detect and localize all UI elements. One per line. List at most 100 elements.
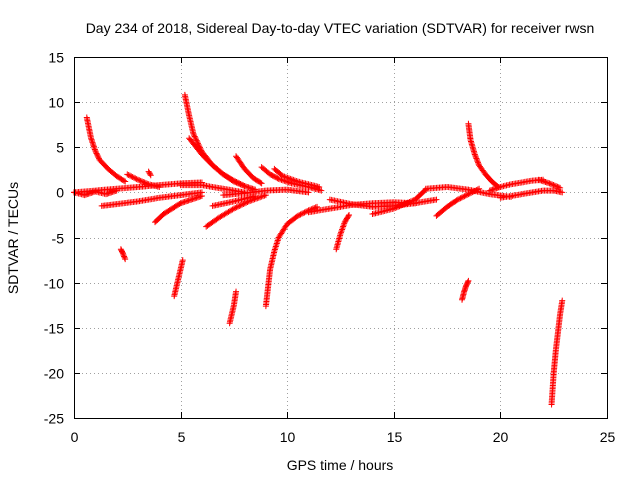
- series-arc-20: [271, 165, 323, 190]
- y-tick-label: 10: [48, 95, 64, 111]
- data-point: [179, 257, 186, 264]
- data-point: [257, 194, 264, 201]
- data-point: [288, 176, 295, 183]
- data-point: [121, 254, 128, 261]
- data-point: [390, 205, 397, 212]
- series-arc-05: [117, 246, 129, 263]
- data-point: [296, 212, 303, 219]
- data-point: [198, 192, 205, 199]
- data-point: [141, 179, 148, 186]
- data-point: [406, 199, 413, 206]
- data-point: [142, 180, 149, 187]
- data-point: [346, 211, 353, 218]
- series-arc-31: [535, 176, 564, 191]
- data-point: [461, 193, 468, 200]
- grid: [74, 57, 607, 418]
- x-tick-label: 15: [387, 429, 403, 445]
- data-point: [462, 192, 469, 199]
- data-point: [260, 193, 267, 200]
- data-point: [294, 212, 301, 219]
- data-point: [474, 158, 481, 165]
- data-point: [129, 174, 136, 181]
- data-point: [471, 151, 478, 158]
- data-point: [94, 153, 101, 160]
- series-arc-02: [83, 114, 129, 185]
- data-point: [192, 134, 199, 141]
- series-arc-15: [233, 153, 265, 187]
- data-point: [454, 196, 461, 203]
- data-point: [279, 173, 286, 180]
- data-point: [193, 136, 200, 143]
- data-marks: [71, 91, 566, 408]
- data-point: [551, 182, 558, 189]
- plot-border: [74, 57, 608, 419]
- data-point: [546, 180, 553, 187]
- data-point: [258, 180, 265, 187]
- data-point: [193, 137, 200, 144]
- data-point: [400, 201, 407, 208]
- y-tick-label: -5: [52, 231, 65, 247]
- data-point: [409, 197, 416, 204]
- y-tick-label: 15: [48, 50, 64, 66]
- y-tick-label: -25: [44, 411, 64, 427]
- data-point: [291, 177, 298, 184]
- data-point: [284, 174, 291, 181]
- data-point: [156, 183, 163, 190]
- data-point: [236, 180, 243, 187]
- series-arc-23: [326, 196, 440, 210]
- data-point: [93, 150, 100, 157]
- data-point: [124, 171, 131, 178]
- data-point: [304, 208, 311, 215]
- data-point: [547, 180, 554, 187]
- data-point: [176, 200, 183, 207]
- data-point: [392, 205, 399, 212]
- data-point: [132, 175, 139, 182]
- data-point: [464, 191, 471, 198]
- data-point: [297, 211, 304, 218]
- x-tick-label: 25: [600, 429, 616, 445]
- series-arc-26: [422, 183, 515, 200]
- series-arc-32: [548, 297, 566, 408]
- data-point: [559, 297, 566, 304]
- data-point: [126, 172, 133, 179]
- x-axis-ticks: 0 5 10 15 20 25: [71, 57, 616, 445]
- series-arc-27: [459, 277, 472, 303]
- data-point: [305, 189, 312, 196]
- data-point: [140, 178, 147, 185]
- data-point: [190, 130, 197, 137]
- data-point: [399, 202, 406, 209]
- data-point: [281, 173, 288, 180]
- data-point: [456, 195, 463, 202]
- data-point: [234, 179, 241, 186]
- data-point: [238, 181, 245, 188]
- data-point: [237, 181, 244, 188]
- data-point: [287, 175, 294, 182]
- data-point: [234, 203, 241, 210]
- data-point: [144, 180, 151, 187]
- data-point: [239, 201, 246, 208]
- data-point: [92, 149, 99, 156]
- y-tick-label: -20: [44, 366, 64, 382]
- data-point: [147, 171, 154, 178]
- chart-title: Day 234 of 2018, Sidereal Day-to-day VTE…: [86, 20, 595, 36]
- data-point: [232, 178, 239, 185]
- data-point: [236, 202, 243, 209]
- x-tick-label: 10: [280, 429, 296, 445]
- data-point: [339, 226, 346, 233]
- data-point: [403, 200, 410, 207]
- data-point: [290, 176, 297, 183]
- series-arc-18: [262, 203, 321, 310]
- data-point: [298, 210, 305, 217]
- series-arc-14: [226, 288, 240, 327]
- data-point: [337, 230, 344, 237]
- data-point: [472, 154, 479, 161]
- data-point: [229, 176, 236, 183]
- x-tick-label: 0: [71, 429, 79, 445]
- data-point: [553, 183, 560, 190]
- data-point: [457, 195, 464, 202]
- data-point: [121, 253, 128, 260]
- data-point: [147, 172, 154, 179]
- data-point: [95, 154, 102, 161]
- data-point: [339, 225, 346, 232]
